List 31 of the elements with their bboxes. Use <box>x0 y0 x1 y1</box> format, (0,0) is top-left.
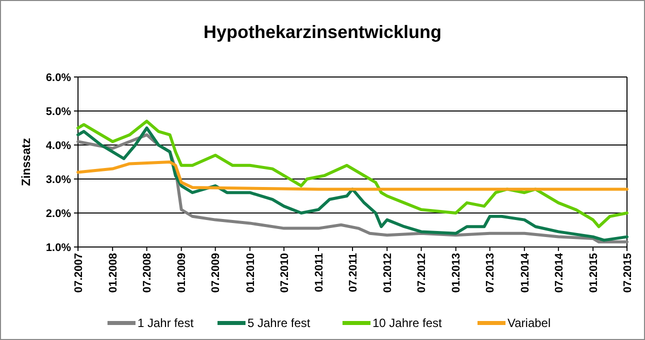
x-tick-label: 01.2015 <box>588 253 600 293</box>
x-tick-label: 01.2014 <box>519 252 532 293</box>
x-tick-label: 01.2010 <box>244 253 257 293</box>
y-tick-label: 4.0% <box>46 140 72 152</box>
y-axis-title: Zinssatz <box>19 138 33 186</box>
x-tick-label: 07.2013 <box>484 253 497 293</box>
legend-label: 10 Jahre fest <box>372 316 443 330</box>
legend-label: Variabel <box>508 316 551 330</box>
y-tick-label: 2.0% <box>46 208 72 220</box>
line-series <box>76 120 628 228</box>
y-tick-label: 3.0% <box>46 174 72 186</box>
x-tick-label: 07.2011 <box>347 253 360 292</box>
x-tick-label: 07.2009 <box>210 253 222 293</box>
x-tick-label: 07.2012 <box>416 253 428 293</box>
x-tick-label: 07.2014 <box>553 252 566 293</box>
x-tick-label: 01.2011 <box>313 253 326 292</box>
y-tick-label: 1.0% <box>46 242 72 254</box>
x-tick-label: 01.2013 <box>450 253 463 293</box>
x-tick-label: 01.2008 <box>107 253 120 293</box>
x-tick-label: 07.2010 <box>278 253 291 293</box>
legend-label: 1 Jahr fest <box>138 316 194 330</box>
y-tick-label: 5.0% <box>46 106 72 118</box>
line-series <box>76 160 628 191</box>
y-tick-label: 6.0% <box>46 72 72 84</box>
chart-title: Hypothekarzinsentwicklung <box>203 22 442 42</box>
x-tick-label: 01.2009 <box>176 253 188 293</box>
x-tick-label: 07.2008 <box>142 253 154 293</box>
x-tick-label: 01.2012 <box>382 253 394 293</box>
x-tick-label: 07.2007 <box>72 253 85 293</box>
legend-label: 5 Jahre fest <box>248 316 311 330</box>
x-tick-label: 07.2015 <box>622 253 634 293</box>
